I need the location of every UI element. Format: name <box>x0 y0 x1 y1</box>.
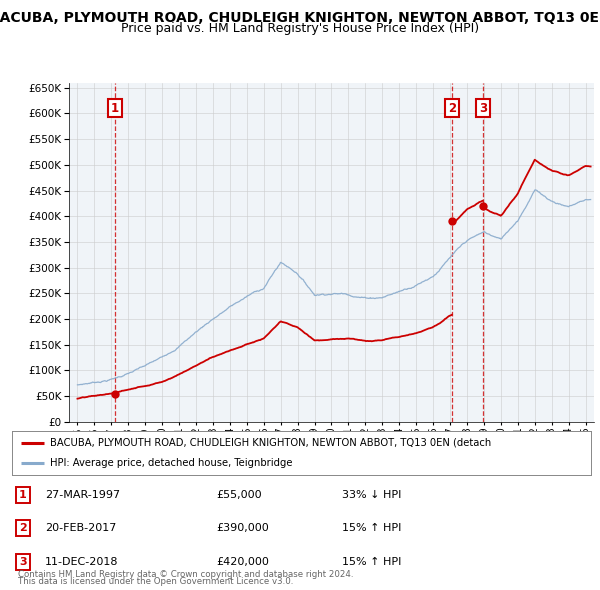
Text: £390,000: £390,000 <box>216 523 269 533</box>
Text: Contains HM Land Registry data © Crown copyright and database right 2024.: Contains HM Land Registry data © Crown c… <box>18 571 353 579</box>
Text: 1: 1 <box>111 101 119 114</box>
Text: 2: 2 <box>19 523 26 533</box>
Text: 15% ↑ HPI: 15% ↑ HPI <box>342 523 401 533</box>
Text: BACUBA, PLYMOUTH ROAD, CHUDLEIGH KNIGHTON, NEWTON ABBOT, TQ13 0EN: BACUBA, PLYMOUTH ROAD, CHUDLEIGH KNIGHTO… <box>0 11 600 25</box>
Text: 27-MAR-1997: 27-MAR-1997 <box>45 490 120 500</box>
Text: 3: 3 <box>479 101 487 114</box>
Text: £420,000: £420,000 <box>216 557 269 567</box>
Text: Price paid vs. HM Land Registry's House Price Index (HPI): Price paid vs. HM Land Registry's House … <box>121 22 479 35</box>
Text: 11-DEC-2018: 11-DEC-2018 <box>45 557 119 567</box>
Text: 33% ↓ HPI: 33% ↓ HPI <box>342 490 401 500</box>
Text: BACUBA, PLYMOUTH ROAD, CHUDLEIGH KNIGHTON, NEWTON ABBOT, TQ13 0EN (detach: BACUBA, PLYMOUTH ROAD, CHUDLEIGH KNIGHTO… <box>50 438 491 448</box>
Text: 3: 3 <box>19 557 26 567</box>
Text: This data is licensed under the Open Government Licence v3.0.: This data is licensed under the Open Gov… <box>18 578 293 586</box>
Text: 1: 1 <box>19 490 26 500</box>
Text: £55,000: £55,000 <box>216 490 262 500</box>
Text: 15% ↑ HPI: 15% ↑ HPI <box>342 557 401 567</box>
Text: 20-FEB-2017: 20-FEB-2017 <box>45 523 116 533</box>
Text: HPI: Average price, detached house, Teignbridge: HPI: Average price, detached house, Teig… <box>50 458 292 468</box>
Text: 2: 2 <box>448 101 457 114</box>
